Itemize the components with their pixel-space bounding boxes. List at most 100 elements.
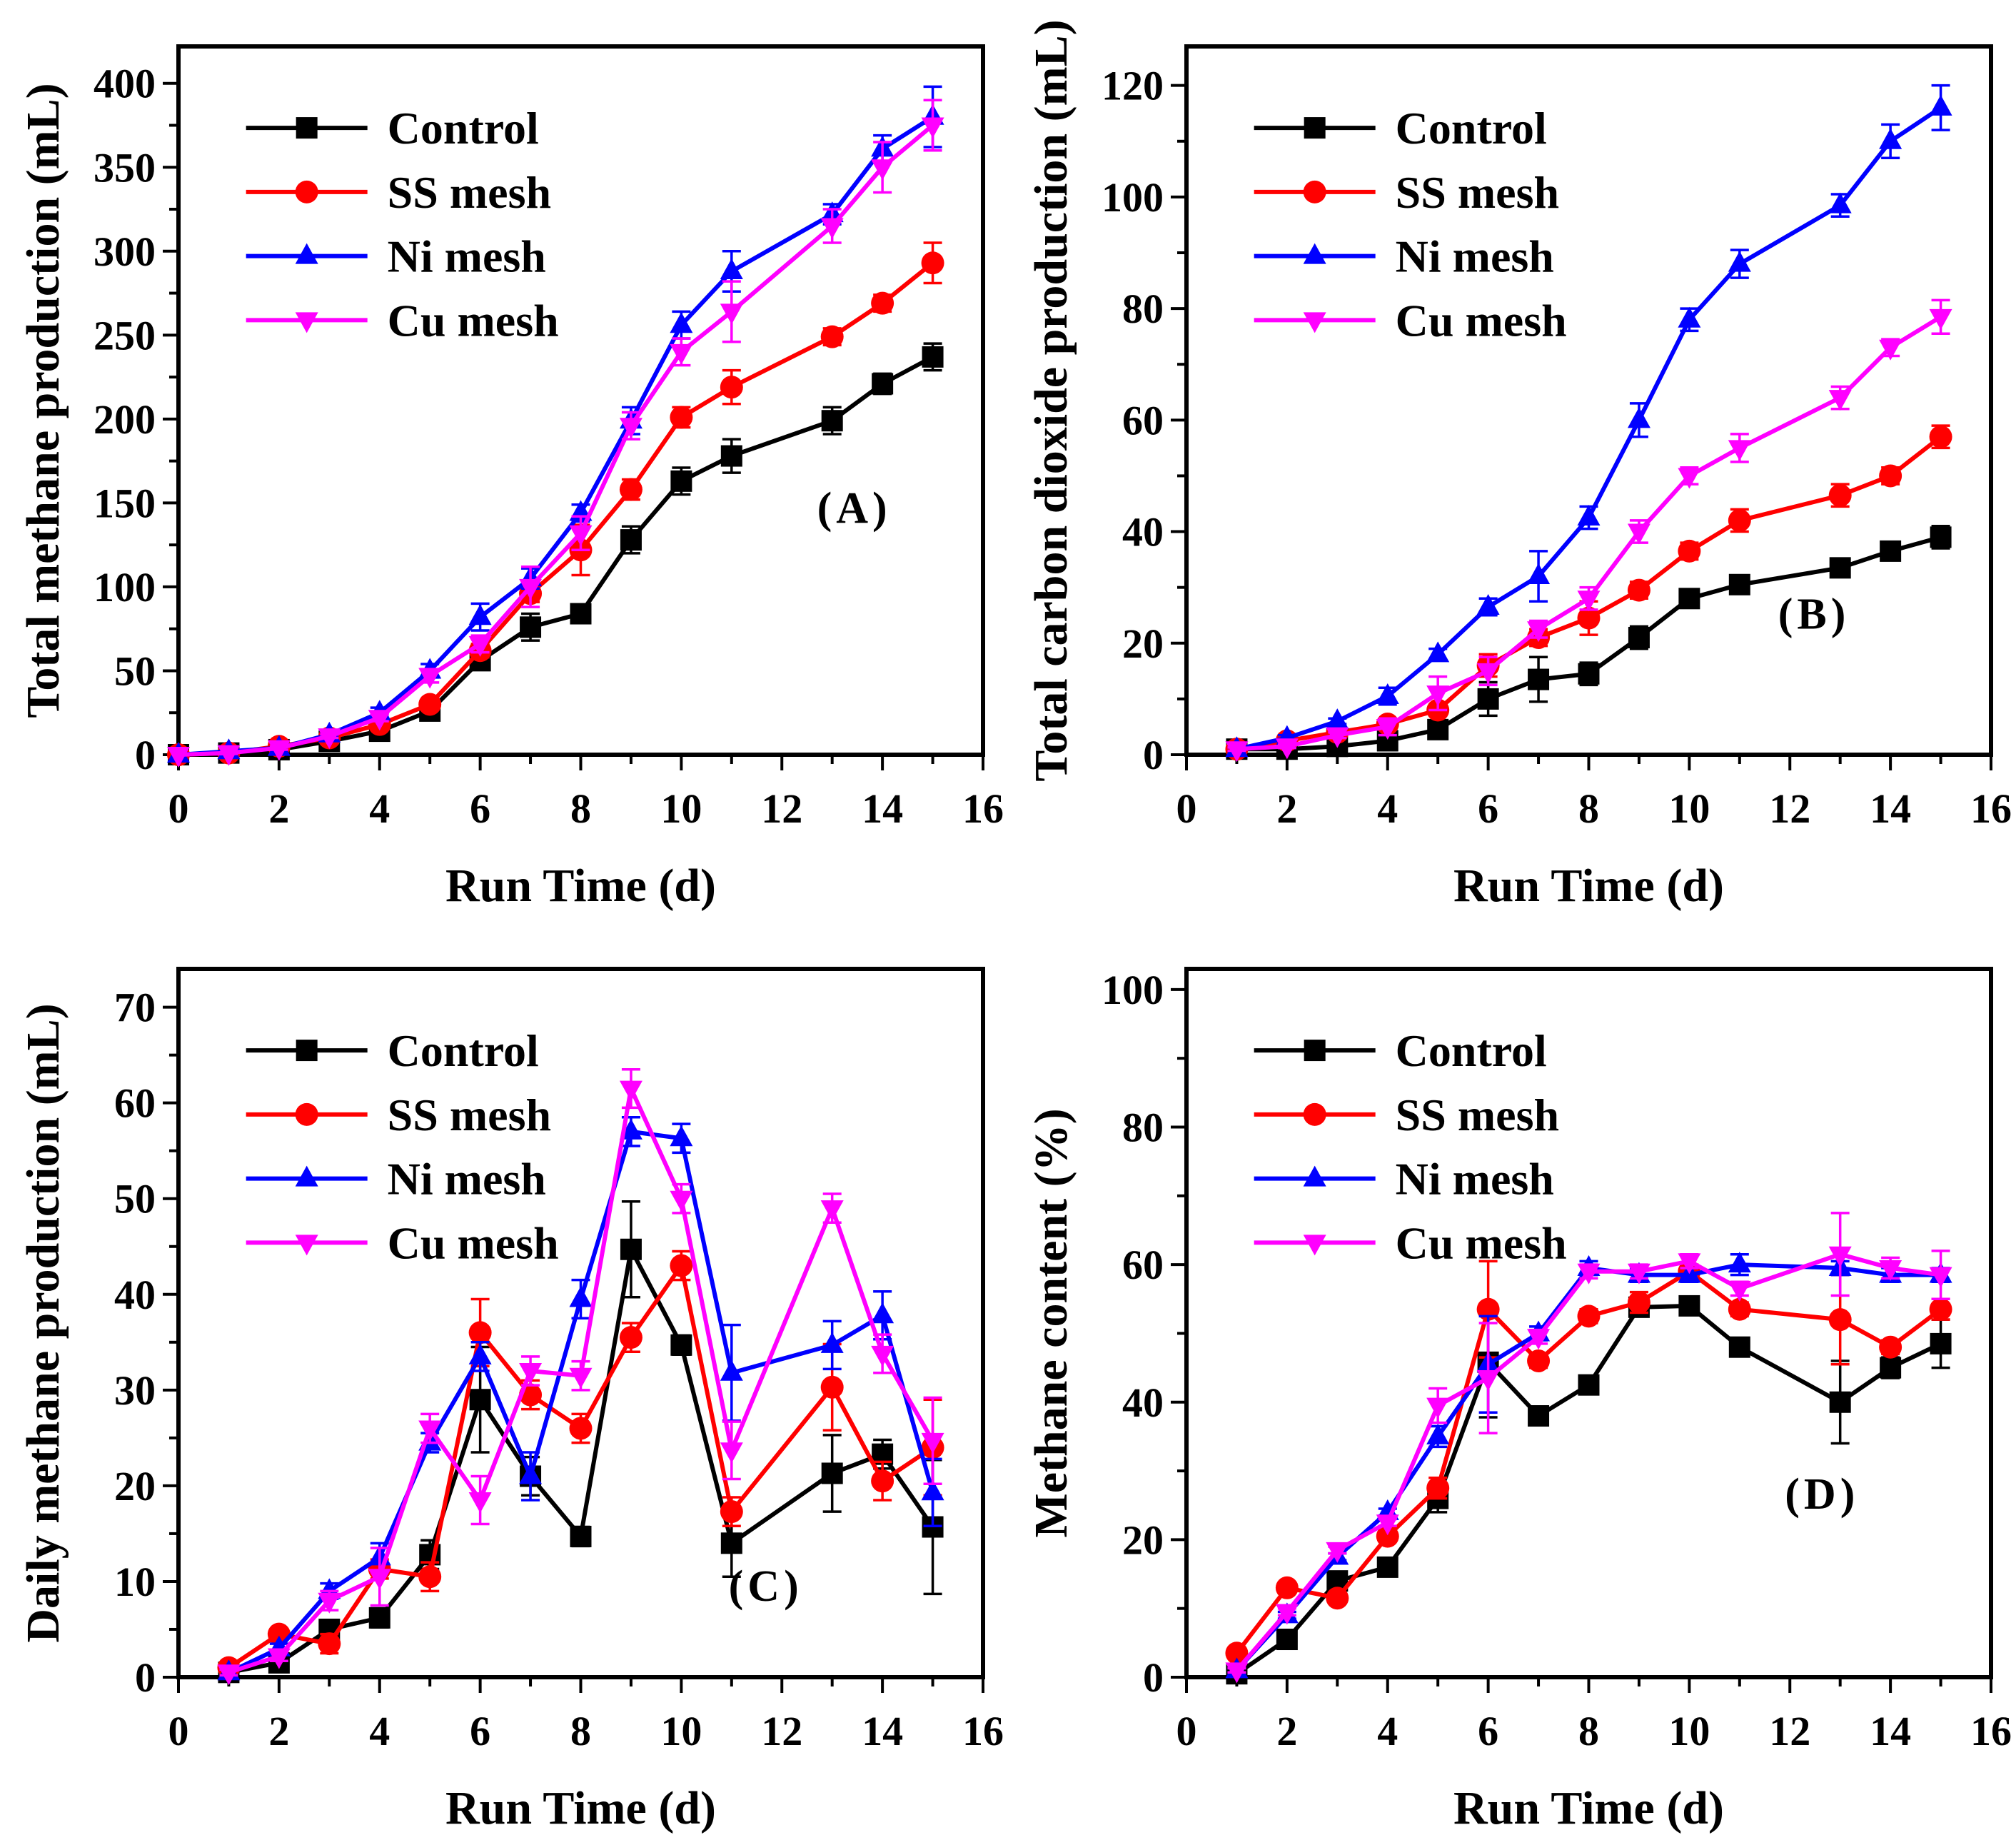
- panel-D-series-ss-mesh: [1225, 1260, 1952, 1665]
- series-marker: [820, 1332, 844, 1353]
- series-marker: [619, 1326, 642, 1349]
- panel-B-axes-box: [1184, 44, 1993, 757]
- series-marker: [468, 604, 492, 625]
- series-marker: [570, 603, 592, 625]
- legend-marker: [1303, 1102, 1326, 1126]
- series-marker: [318, 1592, 341, 1614]
- legend-label: Control: [388, 103, 539, 154]
- panel-D-x-axis-title: Run Time (d): [1453, 1782, 1724, 1834]
- panel-daily-methane: 0 2 4 6 8 10 12 14 16 0 10 20 30 40 50 60 70 Run Time (d)…: [0, 922, 1008, 1845]
- x-tick-label: 12: [1769, 785, 1810, 832]
- x-tick-label: 2: [268, 1708, 289, 1754]
- series-marker: [519, 1463, 543, 1484]
- legend-label: Ni mesh: [1396, 1154, 1554, 1205]
- series-marker: [1578, 663, 1600, 685]
- legend-label: Ni mesh: [388, 1154, 546, 1205]
- series-marker: [468, 635, 492, 657]
- series-marker: [217, 745, 241, 766]
- series-marker: [922, 346, 944, 368]
- legend-label: Cu mesh: [388, 1217, 559, 1268]
- x-tick-label: 8: [1578, 1708, 1599, 1754]
- x-tick-label: 4: [1377, 785, 1398, 832]
- series-marker: [519, 1363, 543, 1384]
- legend-marker: [295, 312, 318, 333]
- series-marker: [1828, 1246, 1852, 1267]
- legend-label: SS mesh: [388, 1090, 551, 1140]
- series-marker: [1678, 588, 1700, 610]
- panel-A-x-axis-title: Run Time (d): [445, 860, 716, 912]
- y-tick-label: 200: [94, 396, 156, 443]
- series-marker: [1728, 1252, 1751, 1273]
- series-marker: [619, 1080, 642, 1102]
- series-marker: [921, 1479, 944, 1501]
- y-tick-label: 50: [114, 1176, 156, 1222]
- series-marker: [670, 312, 693, 333]
- legend-marker: [1303, 1165, 1326, 1187]
- panel-total-co2: 0 2 4 6 8 10 12 14 16 0 20 40 60 80 100 120 Run Time (d)…: [1008, 0, 2016, 922]
- series-marker: [569, 525, 593, 546]
- y-tick-label: 120: [1102, 63, 1164, 109]
- y-tick-label: 40: [1122, 509, 1164, 555]
- series-marker: [418, 693, 442, 716]
- panel-B-tag: (B): [1778, 590, 1850, 639]
- series-marker: [1275, 1604, 1299, 1625]
- y-tick-label: 60: [1122, 1242, 1164, 1288]
- series-marker: [1728, 1297, 1751, 1321]
- panel-C-tag: (C): [729, 1562, 803, 1611]
- series-marker: [720, 376, 743, 399]
- series-marker: [1678, 539, 1701, 563]
- legend-marker: [1303, 1235, 1326, 1256]
- series-marker: [1326, 1587, 1349, 1610]
- series-marker: [1627, 523, 1650, 545]
- y-tick-label: 80: [1122, 286, 1164, 332]
- y-tick-label: 0: [1143, 732, 1164, 778]
- panel-A-series-control: [168, 342, 944, 765]
- x-tick-label: 2: [1276, 1708, 1297, 1754]
- series-marker: [872, 373, 894, 395]
- panel-total-methane: 0 2 4 6 8 10 12 14 16 0 50 100 150 200 250 300 350 400 Run…: [0, 0, 1008, 922]
- x-tick-label: 16: [962, 785, 1004, 832]
- series-marker: [1879, 339, 1902, 361]
- y-tick-label: 30: [114, 1367, 156, 1414]
- x-tick-label: 8: [570, 1708, 591, 1754]
- y-tick-label: 350: [94, 144, 156, 191]
- y-tick-label: 100: [1102, 967, 1164, 1013]
- series-marker: [1627, 1291, 1650, 1314]
- series-marker: [1528, 668, 1550, 690]
- x-tick-label: 12: [1769, 1708, 1810, 1754]
- legend-label: SS mesh: [1396, 167, 1559, 218]
- series-marker: [1930, 526, 1952, 548]
- y-tick-label: 80: [1122, 1105, 1164, 1151]
- series-marker: [318, 1632, 341, 1656]
- x-tick-label: 16: [1970, 1708, 2012, 1754]
- legend-marker: [295, 1235, 318, 1256]
- series-marker: [1225, 1662, 1249, 1684]
- series-marker: [1627, 1263, 1650, 1285]
- series-marker: [1427, 718, 1449, 740]
- y-tick-label: 70: [114, 985, 156, 1031]
- panel-A-x-axis: 0 2 4 6 8 10 12 14 16: [168, 755, 1004, 832]
- series-marker: [619, 1118, 642, 1140]
- series-marker: [569, 1286, 593, 1307]
- series-marker: [1930, 1332, 1952, 1354]
- series-marker: [670, 343, 693, 365]
- x-tick-label: 4: [369, 1708, 390, 1754]
- x-tick-label: 6: [1478, 1708, 1498, 1754]
- series-marker: [871, 1345, 894, 1367]
- series-marker: [1527, 563, 1551, 585]
- y-tick-label: 20: [1122, 1517, 1164, 1563]
- series-marker: [1678, 1294, 1700, 1317]
- series-marker: [1879, 1260, 1902, 1281]
- series-marker: [1627, 578, 1650, 602]
- series-marker: [1476, 594, 1500, 615]
- series-marker: [670, 1125, 693, 1147]
- series-marker: [267, 1648, 291, 1669]
- series-marker: [1728, 1280, 1751, 1302]
- legend-marker: [295, 180, 318, 203]
- panel-C-y-axis: 0 10 20 30 40 50 60 70: [114, 985, 178, 1701]
- x-tick-label: 6: [470, 1708, 490, 1754]
- x-tick-label: 0: [1176, 785, 1197, 832]
- x-tick-label: 10: [1668, 1708, 1710, 1754]
- panel-C-x-axis: 0 2 4 6 8 10 12 14 16: [168, 1677, 1004, 1754]
- series-marker: [1426, 1477, 1450, 1500]
